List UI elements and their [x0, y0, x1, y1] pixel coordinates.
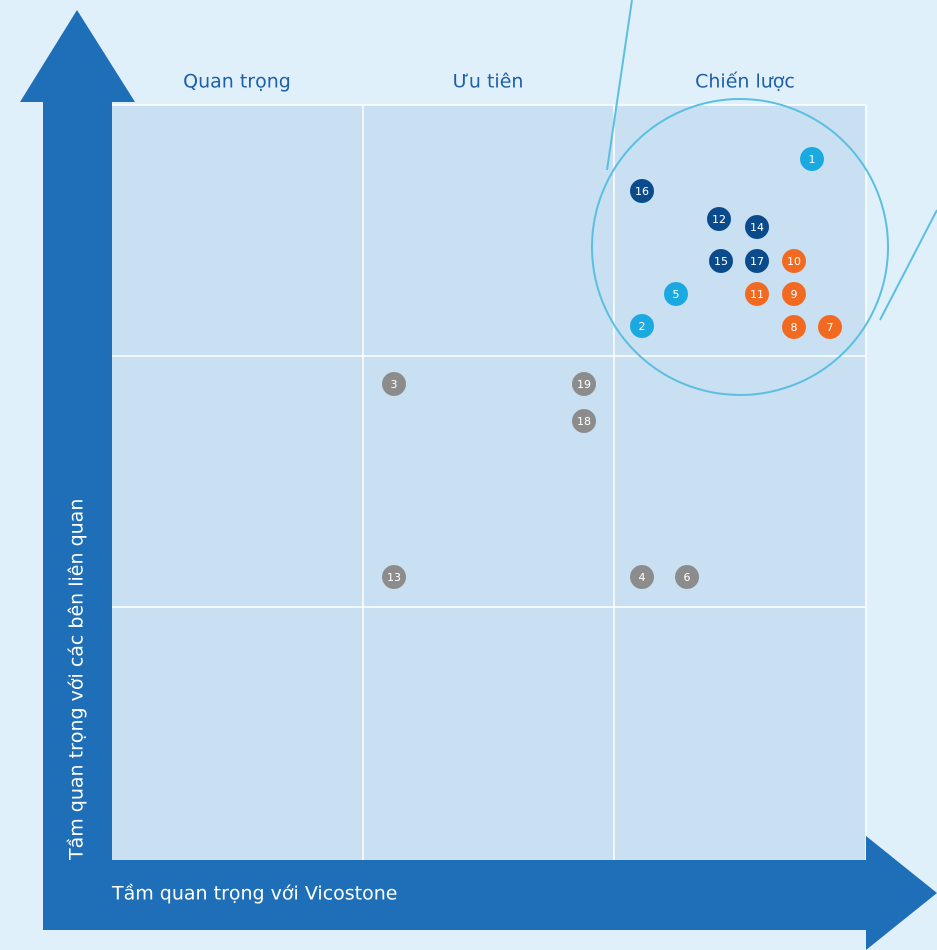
node-label: 12 — [712, 213, 726, 226]
y-axis-label: Tầm quan trọng với các bên liên quan — [66, 499, 88, 861]
x-axis-label: Tầm quan trọng với Vicostone — [111, 883, 397, 905]
nodes: 1 16 12 14 15 17 10 5 11 9 2 8 7 3 19 18 13 4 6 — [382, 147, 842, 589]
node-dot — [382, 565, 406, 589]
node-label: 10 — [787, 255, 801, 268]
node-dot — [818, 315, 842, 339]
node-label: 14 — [750, 221, 764, 234]
column-label: Ưu tiên — [453, 71, 524, 93]
highlight — [591, 0, 937, 396]
node-dot — [664, 282, 688, 306]
node-dot — [782, 315, 806, 339]
node-label: 15 — [714, 255, 728, 268]
node-dot — [782, 249, 806, 273]
node-label: 19 — [577, 378, 591, 391]
node-dot — [572, 372, 596, 396]
node-label: 1 — [809, 153, 816, 166]
node-dot — [630, 565, 654, 589]
node-dot — [675, 565, 699, 589]
node-dot — [745, 215, 769, 239]
node-dot — [745, 282, 769, 306]
node-label: 16 — [635, 185, 649, 198]
node-label: 3 — [391, 378, 398, 391]
node-label: 6 — [684, 571, 691, 584]
node-label: 17 — [750, 255, 764, 268]
node-label: 2 — [639, 320, 646, 333]
column-label: Chiến lược — [695, 71, 795, 93]
node-label: 18 — [577, 415, 591, 428]
node-label: 5 — [673, 288, 680, 301]
axes — [20, 10, 937, 950]
grid-lines — [112, 104, 867, 860]
node-dot — [630, 314, 654, 338]
grid-area — [112, 105, 866, 860]
node-label: 4 — [639, 571, 646, 584]
node-label: 8 — [791, 321, 798, 334]
node-dot — [572, 409, 596, 433]
node-label: 11 — [750, 288, 764, 301]
node-dot — [382, 372, 406, 396]
node-label: 7 — [827, 321, 834, 334]
node-dot — [707, 207, 731, 231]
node-dot — [630, 179, 654, 203]
node-dot — [800, 147, 824, 171]
node-dot — [745, 249, 769, 273]
node-dot — [709, 249, 733, 273]
column-label: Quan trọng — [183, 71, 291, 93]
node-dot — [782, 282, 806, 306]
node-label: 9 — [791, 288, 798, 301]
node-label: 13 — [387, 571, 401, 584]
